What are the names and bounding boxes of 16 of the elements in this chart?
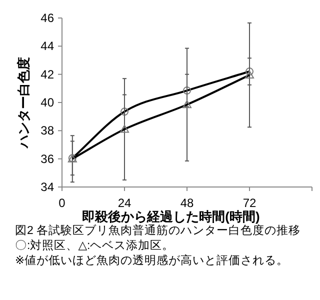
y-tick-label: 42 xyxy=(40,67,54,82)
x-tick-label: 24 xyxy=(118,196,132,210)
y-tick-label: 40 xyxy=(40,96,54,110)
x-tick-label: 0 xyxy=(58,196,66,210)
y-tick-label: 44 xyxy=(40,39,54,54)
y-tick-label: 34 xyxy=(40,180,54,194)
y-tick-label: 46 xyxy=(40,11,54,25)
text: ※値が低いほど魚肉の透明感が高いと評価される。 xyxy=(15,253,289,267)
text: 〇:対照区、△:ヘベス添加区。 xyxy=(15,238,174,252)
text: 図2 各試験区ブリ魚肉普通筋のハンター白色度の推移 xyxy=(15,223,301,237)
y-tick-label: 38 xyxy=(40,124,54,138)
x-tick-label: 72 xyxy=(242,196,256,210)
x-tick-label: 48 xyxy=(180,196,194,210)
y-tick-label: 36 xyxy=(40,152,54,166)
x-axis-title: 即殺後から経過した時間(時間) xyxy=(82,209,260,224)
y-axis-title: ハンター白色度 xyxy=(16,57,31,149)
